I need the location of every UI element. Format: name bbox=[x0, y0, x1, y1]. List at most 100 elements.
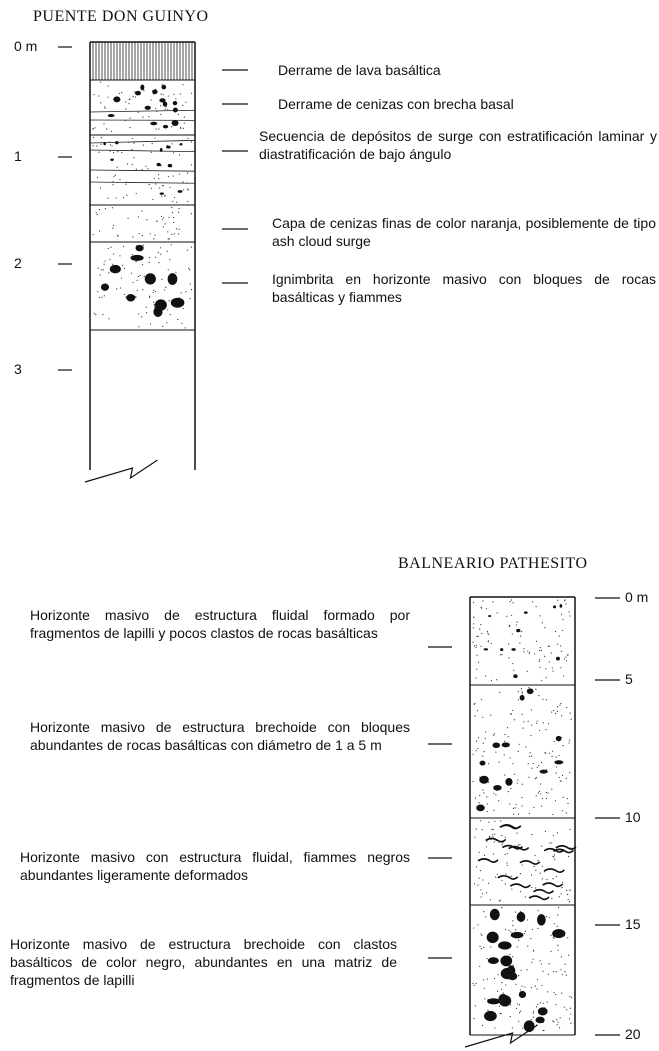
grain bbox=[556, 1024, 557, 1025]
grain bbox=[555, 800, 556, 801]
grain bbox=[512, 925, 513, 926]
grain bbox=[185, 102, 186, 103]
grain bbox=[172, 212, 173, 213]
grain bbox=[485, 916, 486, 917]
grain bbox=[540, 960, 541, 961]
grain bbox=[544, 656, 545, 657]
grain bbox=[534, 866, 535, 867]
grain bbox=[151, 152, 152, 153]
grain bbox=[560, 703, 561, 704]
grain bbox=[536, 988, 537, 989]
grain bbox=[509, 626, 510, 627]
grain bbox=[493, 836, 494, 837]
layer-description: Ignimbrita en horizonte masivo con bloqu… bbox=[272, 270, 656, 306]
layer-description: Derrame de cenizas con brecha basal bbox=[278, 95, 658, 113]
grain bbox=[540, 667, 541, 668]
grain bbox=[509, 954, 510, 955]
grain bbox=[511, 888, 512, 889]
grain bbox=[484, 988, 485, 989]
grain bbox=[145, 166, 146, 167]
grain bbox=[567, 894, 568, 895]
grain bbox=[569, 1018, 570, 1019]
clast bbox=[527, 688, 534, 694]
grain bbox=[501, 982, 502, 983]
grain bbox=[115, 175, 116, 176]
grain bbox=[132, 138, 133, 139]
grain bbox=[561, 893, 562, 894]
scale-label: 5 bbox=[625, 671, 633, 687]
grain bbox=[473, 927, 474, 928]
grain bbox=[99, 209, 100, 210]
grain bbox=[494, 821, 495, 822]
grain bbox=[547, 792, 548, 793]
grain bbox=[103, 264, 104, 265]
grain bbox=[516, 833, 517, 834]
grain bbox=[482, 1025, 483, 1026]
fiamme bbox=[486, 838, 506, 841]
grain bbox=[543, 1030, 544, 1031]
grain bbox=[552, 878, 553, 879]
clast bbox=[159, 98, 165, 102]
grain bbox=[180, 93, 181, 94]
grain bbox=[497, 874, 498, 875]
grain bbox=[125, 184, 126, 185]
grain bbox=[101, 297, 102, 298]
grain bbox=[531, 834, 532, 835]
grain bbox=[501, 1013, 502, 1014]
grain bbox=[528, 721, 529, 722]
grain bbox=[559, 777, 560, 778]
lamina bbox=[90, 140, 195, 143]
grain bbox=[544, 627, 545, 628]
grain bbox=[570, 1008, 571, 1009]
grain bbox=[480, 870, 481, 871]
grain bbox=[101, 137, 102, 138]
grain bbox=[482, 829, 483, 830]
grain bbox=[164, 289, 165, 290]
grain bbox=[166, 106, 167, 107]
grain bbox=[169, 187, 170, 188]
grain bbox=[546, 798, 547, 799]
grain bbox=[501, 654, 502, 655]
grain bbox=[178, 212, 179, 213]
grain bbox=[475, 1005, 476, 1006]
grain bbox=[483, 743, 484, 744]
grain bbox=[513, 814, 514, 815]
grain bbox=[553, 992, 554, 993]
grain bbox=[541, 845, 542, 846]
grain bbox=[161, 216, 162, 217]
grain bbox=[482, 893, 483, 894]
grain bbox=[479, 966, 480, 967]
grain bbox=[561, 993, 562, 994]
grain bbox=[552, 751, 553, 752]
grain bbox=[112, 228, 113, 229]
grain bbox=[178, 114, 179, 115]
grain bbox=[515, 984, 516, 985]
grain bbox=[116, 288, 117, 289]
grain bbox=[491, 829, 492, 830]
grain bbox=[521, 691, 522, 692]
grain bbox=[533, 1011, 534, 1012]
grain bbox=[490, 899, 491, 900]
grain bbox=[123, 246, 124, 247]
clast bbox=[136, 245, 144, 252]
scale-label: 2 bbox=[14, 255, 22, 271]
grain bbox=[519, 643, 520, 644]
grain bbox=[481, 935, 482, 936]
grain bbox=[128, 142, 129, 143]
grain bbox=[476, 829, 477, 830]
scale-label: 1 bbox=[14, 148, 22, 164]
grain bbox=[108, 97, 109, 98]
grain bbox=[501, 880, 502, 881]
scale-label: 0 m bbox=[14, 38, 37, 54]
clast bbox=[166, 146, 171, 149]
grain bbox=[167, 109, 168, 110]
grain bbox=[560, 645, 561, 646]
grain bbox=[557, 832, 558, 833]
grain bbox=[558, 907, 559, 908]
grain bbox=[543, 722, 544, 723]
grain bbox=[93, 94, 94, 95]
grain bbox=[162, 185, 163, 186]
layer-description: Horizonte masivo de estructura brechoide… bbox=[10, 935, 397, 989]
layer-description: Capa de cenizas finas de color naranja, … bbox=[272, 214, 656, 250]
grain bbox=[542, 878, 543, 879]
